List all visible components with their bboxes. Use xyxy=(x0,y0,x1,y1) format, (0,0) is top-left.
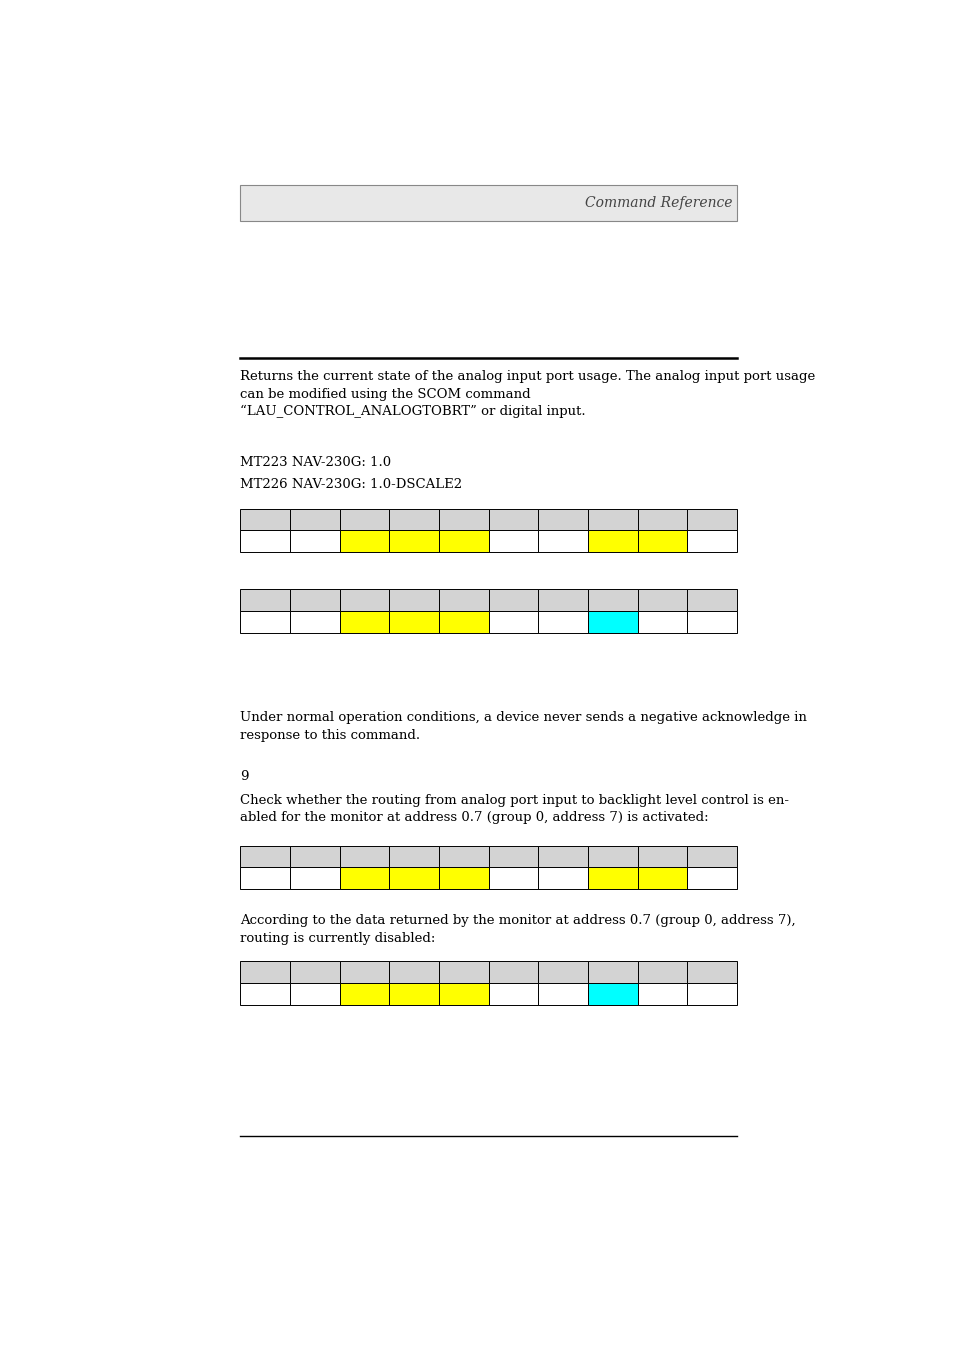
Bar xyxy=(339,508,389,530)
Bar xyxy=(339,984,389,1005)
Text: Command Reference: Command Reference xyxy=(584,196,732,209)
Text: MT223 NAV-230G: 1.0: MT223 NAV-230G: 1.0 xyxy=(240,457,391,469)
Text: Returns the current state of the analog input port usage. The analog input port : Returns the current state of the analog … xyxy=(240,370,815,419)
Text: MT226 NAV-230G: 1.0-DSCALE2: MT226 NAV-230G: 1.0-DSCALE2 xyxy=(240,478,462,490)
Bar xyxy=(686,530,736,551)
Bar xyxy=(389,984,438,1005)
Bar xyxy=(537,530,587,551)
Bar xyxy=(290,611,339,632)
Text: Under normal operation conditions, a device never sends a negative acknowledge i: Under normal operation conditions, a dev… xyxy=(240,711,806,742)
Bar xyxy=(240,508,290,530)
Bar xyxy=(240,589,290,611)
Bar xyxy=(389,508,438,530)
Bar xyxy=(389,846,438,867)
Bar xyxy=(389,611,438,632)
Bar xyxy=(537,984,587,1005)
Bar xyxy=(290,530,339,551)
Bar xyxy=(290,984,339,1005)
Bar xyxy=(339,962,389,984)
Bar xyxy=(240,867,290,889)
Bar xyxy=(240,611,290,632)
Bar xyxy=(537,846,587,867)
Bar xyxy=(339,611,389,632)
Bar xyxy=(488,867,537,889)
Bar xyxy=(488,589,537,611)
Bar xyxy=(488,611,537,632)
Bar xyxy=(686,984,736,1005)
Bar xyxy=(587,589,637,611)
Bar xyxy=(686,962,736,984)
Bar xyxy=(537,611,587,632)
Bar xyxy=(587,611,637,632)
Bar xyxy=(587,508,637,530)
Bar xyxy=(438,846,488,867)
Bar xyxy=(537,867,587,889)
Bar xyxy=(686,867,736,889)
Bar xyxy=(587,867,637,889)
Bar xyxy=(438,962,488,984)
Bar xyxy=(637,867,686,889)
Bar xyxy=(339,589,389,611)
Text: Check whether the routing from analog port input to backlight level control is e: Check whether the routing from analog po… xyxy=(240,793,788,824)
Bar xyxy=(438,867,488,889)
Bar xyxy=(438,508,488,530)
Bar xyxy=(587,530,637,551)
Bar xyxy=(537,962,587,984)
Bar xyxy=(537,508,587,530)
Bar xyxy=(389,530,438,551)
Bar xyxy=(686,508,736,530)
Bar xyxy=(637,508,686,530)
Bar xyxy=(438,984,488,1005)
Bar xyxy=(438,589,488,611)
Text: According to the data returned by the monitor at address 0.7 (group 0, address 7: According to the data returned by the mo… xyxy=(240,915,795,944)
Bar xyxy=(240,530,290,551)
Bar xyxy=(240,984,290,1005)
Bar xyxy=(587,846,637,867)
Bar xyxy=(637,589,686,611)
Bar xyxy=(637,846,686,867)
Bar xyxy=(240,846,290,867)
Bar xyxy=(488,508,537,530)
Bar xyxy=(637,984,686,1005)
Bar xyxy=(488,962,537,984)
Bar xyxy=(290,962,339,984)
Bar xyxy=(637,530,686,551)
Bar xyxy=(686,846,736,867)
Bar xyxy=(488,984,537,1005)
Bar xyxy=(339,846,389,867)
Bar xyxy=(240,185,736,220)
Bar xyxy=(686,611,736,632)
Bar xyxy=(389,962,438,984)
Bar xyxy=(438,530,488,551)
Bar xyxy=(537,589,587,611)
Bar xyxy=(637,962,686,984)
Bar xyxy=(240,962,290,984)
Bar xyxy=(290,867,339,889)
Bar xyxy=(290,589,339,611)
Bar xyxy=(587,962,637,984)
Bar xyxy=(389,589,438,611)
Bar xyxy=(438,611,488,632)
Bar xyxy=(290,846,339,867)
Bar xyxy=(339,530,389,551)
Bar xyxy=(587,984,637,1005)
Bar xyxy=(488,530,537,551)
Bar xyxy=(290,508,339,530)
Bar xyxy=(339,867,389,889)
Bar xyxy=(686,589,736,611)
Bar xyxy=(488,846,537,867)
Text: 9: 9 xyxy=(240,770,249,784)
Bar xyxy=(637,611,686,632)
Bar xyxy=(389,867,438,889)
